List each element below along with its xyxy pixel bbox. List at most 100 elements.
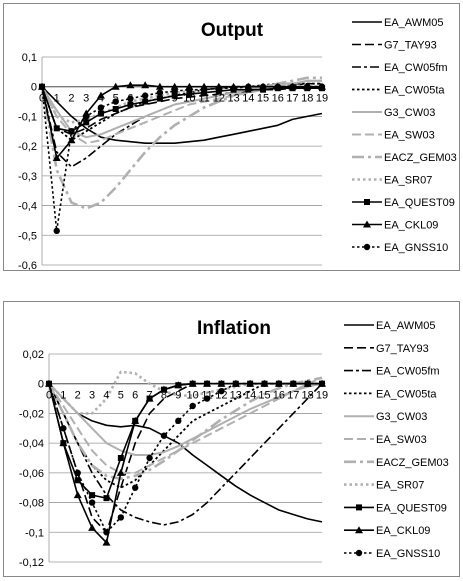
- data-point-ea-ckl09: [73, 491, 82, 499]
- x-axis: 0 1 2 3 4 5 6 7 8 9 10 11 12 13 14 15 16 17 18 19: [39, 93, 328, 105]
- plot-area: [38, 76, 326, 235]
- x-tick-label: 3: [83, 93, 89, 105]
- data-point-ea-gnss10: [88, 499, 96, 506]
- data-point-ea-gnss10: [103, 529, 110, 536]
- data-point-ea-gnss10: [203, 395, 211, 402]
- data-point-ea-gnss10: [38, 83, 46, 90]
- series-ea-awm05: [48, 383, 323, 523]
- series-ea-gnss10: [45, 380, 326, 536]
- y-tick-label: -0,6: [18, 260, 37, 270]
- data-point-ea-gnss10: [318, 83, 326, 90]
- x-tick-label: 10: [183, 93, 195, 105]
- data-point-ea-gnss10: [97, 104, 105, 111]
- legend-item-ea-ckl09: EA_CKL09: [344, 525, 430, 537]
- y-tick-label: -0,12: [19, 557, 44, 569]
- data-point-ea-quest09: [97, 110, 104, 117]
- x-tick-label: 9: [172, 93, 178, 105]
- data-point-ea-gnss10: [68, 128, 75, 135]
- data-point-ea-quest09: [112, 106, 119, 112]
- legend-label: EA_CW05ta: [376, 388, 437, 400]
- series-line-ea-sw03: [48, 376, 323, 474]
- data-point-ea-gnss10: [83, 113, 90, 120]
- chart-title: Inflation: [197, 318, 271, 339]
- x-tick-label: 3: [89, 390, 95, 402]
- x-tick-label: 6: [132, 390, 138, 402]
- data-point-ea-gnss10: [160, 432, 168, 439]
- y-axis: 0,1 0 -0,1 -0,2 -0,3 -0,4 -0,5 -0,6: [18, 52, 37, 272]
- chart-title: Output: [201, 20, 264, 41]
- x-tick-label: 19: [316, 390, 328, 402]
- data-point-ea-ckl09: [188, 379, 197, 387]
- x-tick-label: 6: [127, 93, 133, 105]
- legend-item-ea-awm05: EA_AWM05: [352, 17, 444, 29]
- legend-label: EA_SR07: [384, 175, 432, 187]
- data-point-ea-gnss10: [146, 454, 153, 462]
- legend-label: G3_CW03: [376, 411, 427, 423]
- data-point-ea-quest09: [83, 119, 90, 126]
- data-point-ea-ckl09: [174, 381, 183, 389]
- data-point-ea-quest09: [103, 495, 110, 502]
- legend-label: EA_CW05ta: [384, 85, 445, 97]
- legend-item-ea-sw03: EA_SW03: [352, 130, 435, 142]
- legend-label: EA_QUEST09: [384, 197, 455, 209]
- x-axis: 0 1 2 3 4 5 6 7 8 9 10 11 12 13 14 15 16 17 18 19: [46, 390, 328, 402]
- x-tick-label: 17: [287, 390, 299, 402]
- y-tick-label: -0,4: [18, 201, 37, 213]
- data-point-ea-ckl09: [88, 523, 97, 531]
- data-point-ea-gnss10: [304, 380, 311, 387]
- y-tick-label: 0: [38, 379, 44, 391]
- data-point-ea-ckl09: [131, 416, 140, 424]
- data-point-ea-ckl09: [141, 81, 150, 89]
- series-eacz-gem03: [40, 76, 322, 210]
- x-tick-label: 18: [302, 390, 314, 402]
- data-point-ea-gnss10: [230, 85, 237, 92]
- data-point-ea-gnss10: [200, 86, 208, 93]
- data-point-ea-gnss10: [127, 95, 134, 102]
- data-point-ea-quest09: [127, 101, 134, 108]
- data-point-ea-gnss10: [246, 380, 254, 387]
- legend-marker: [363, 243, 371, 251]
- legend-item-ea-cw05ta: EA_CW05ta: [344, 388, 437, 400]
- data-point-ea-ckl09: [159, 385, 168, 393]
- data-point-ea-gnss10: [261, 380, 268, 387]
- legend-item-ea-ckl09: EA_CKL09: [352, 220, 438, 232]
- series-ea-awm05: [41, 86, 323, 144]
- data-point-ea-ckl09: [170, 82, 179, 90]
- legend-item-ea-cw05fm: EA_CW05fm: [344, 366, 440, 378]
- legend-item-ea-sr07: EA_SR07: [344, 480, 424, 492]
- series-line-eacz-gem03: [47, 376, 323, 481]
- x-tick-label: 2: [75, 390, 81, 402]
- legend-label: G7_TAY93: [376, 343, 429, 355]
- data-point-ea-gnss10: [60, 425, 67, 432]
- data-point-ea-gnss10: [45, 380, 53, 387]
- data-point-ea-ckl09: [217, 379, 226, 387]
- series-line-ea-awm05: [41, 86, 323, 144]
- legend-marker: [364, 199, 370, 205]
- x-tick-label: 8: [157, 93, 163, 105]
- x-tick-label: 1: [54, 93, 60, 105]
- data-point-ea-quest09: [171, 92, 178, 99]
- legend-label: EACZ_GEM03: [384, 152, 457, 164]
- series-ea-cw05fm: [48, 383, 323, 526]
- y-tick-label: 0: [31, 82, 37, 94]
- data-point-ea-gnss10: [275, 380, 283, 387]
- data-point-ea-quest09: [53, 125, 60, 132]
- x-tick-label: 8: [161, 390, 167, 402]
- chart-legend: EA_AWM05 G7_TAY93 EA_CW05fm EA_CW05ta G3_CW0…: [352, 17, 457, 254]
- legend-item-g3-cw03: G3_CW03: [352, 107, 435, 119]
- y-tick-label: -0,1: [18, 111, 37, 123]
- data-point-ea-ckl09: [67, 136, 76, 144]
- legend-marker: [363, 220, 371, 228]
- data-point-ea-quest09: [142, 98, 149, 105]
- data-point-ea-ckl09: [59, 439, 68, 447]
- data-point-ea-gnss10: [74, 469, 81, 477]
- x-tick-label: 1: [60, 390, 66, 402]
- data-point-ea-gnss10: [304, 83, 311, 90]
- legend-marker: [355, 526, 363, 534]
- x-tick-label: 7: [142, 93, 148, 105]
- series-line-g7-tay93: [41, 85, 322, 136]
- data-point-ea-ckl09: [203, 379, 212, 387]
- y-tick-label: 0,1: [22, 52, 37, 64]
- legend-item-ea-awm05: EA_AWM05: [344, 320, 436, 332]
